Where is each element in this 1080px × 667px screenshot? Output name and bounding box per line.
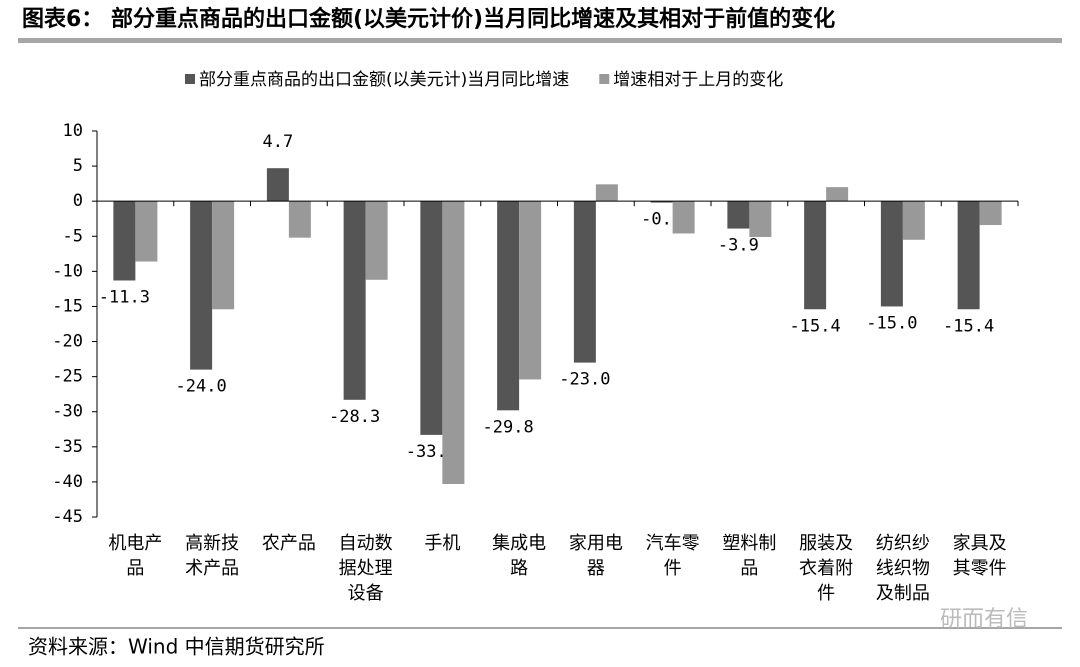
bar	[135, 201, 158, 262]
data-label: -0.2	[641, 210, 682, 230]
data-label: 4.7	[263, 132, 294, 152]
x-tick-label: 纺织纱线织物及制品	[876, 533, 930, 604]
data-label: -28.3	[329, 407, 380, 427]
bar	[497, 201, 520, 411]
y-tick-label: 0	[73, 191, 83, 211]
bar	[749, 201, 772, 237]
x-tick-label: 自动数据处理设备	[339, 533, 393, 604]
bar	[650, 201, 673, 203]
title-rule	[18, 38, 1062, 43]
bar	[266, 168, 289, 202]
legend-label: 增速相对于上月的变化	[613, 70, 783, 90]
source: 资料来源：Wind 中信期货研究所	[28, 635, 325, 659]
bar	[672, 201, 695, 234]
y-tick-label: -40	[52, 472, 83, 492]
bar	[519, 201, 542, 380]
watermark: 研而有信	[940, 607, 1028, 632]
legend-swatch	[185, 74, 195, 84]
bar	[343, 201, 366, 400]
x-tick-label: 集成电路	[492, 533, 546, 579]
x-tick-label: 汽车零件	[646, 533, 700, 579]
x-tick-label: 服装及衣着附件	[799, 533, 853, 604]
bar	[957, 201, 980, 310]
data-label: -23.0	[559, 370, 610, 390]
bar	[420, 201, 443, 435]
bar	[190, 201, 213, 370]
x-tick-label: 高新技术产品	[185, 533, 239, 579]
x-tick-label: 农产品	[262, 533, 316, 554]
data-label: -15.4	[790, 316, 841, 336]
y-tick-label: -25	[52, 367, 83, 387]
bar	[113, 201, 136, 281]
y-tick-label: -15	[52, 296, 83, 316]
bar	[442, 201, 465, 485]
bar	[727, 201, 750, 229]
x-tick-label: 手机	[424, 533, 460, 554]
data-label: -24.0	[176, 377, 227, 397]
x-tick-label: 机电产品	[108, 533, 162, 579]
bar	[804, 201, 827, 310]
x-tick-label: 家具及其零件	[953, 533, 1007, 579]
data-label: -29.8	[483, 417, 534, 437]
y-tick-label: 10	[63, 121, 83, 141]
y-tick-label: -45	[52, 507, 83, 527]
x-tick-label: 塑料制品	[722, 533, 776, 579]
bar	[573, 201, 596, 363]
bar	[979, 201, 1002, 226]
y-tick-label: -30	[52, 402, 83, 422]
bar	[365, 201, 388, 280]
bar	[288, 201, 311, 238]
bar	[880, 201, 903, 307]
data-label: -15.0	[866, 313, 917, 333]
legend-label: 部分重点商品的出口金额(以美元计)当月同比增速	[199, 70, 569, 90]
data-label: -15.4	[943, 316, 994, 336]
data-label: -11.3	[99, 287, 150, 307]
page-title: 图表6： 部分重点商品的出口金额(以美元计价)当月同比增速及其相对于前值的变化	[22, 6, 835, 32]
y-tick-label: -5	[63, 226, 83, 246]
y-tick-label: -10	[52, 261, 83, 281]
y-tick-label: -35	[52, 437, 83, 457]
x-tick-label: 家用电器	[569, 533, 623, 579]
y-tick-label: -20	[52, 332, 83, 352]
bar	[212, 201, 235, 310]
bar	[902, 201, 925, 240]
bar	[595, 184, 618, 202]
data-label: -3.9	[718, 236, 759, 256]
legend-swatch	[599, 74, 610, 84]
y-tick-label: 5	[73, 156, 83, 176]
bar	[826, 187, 849, 202]
